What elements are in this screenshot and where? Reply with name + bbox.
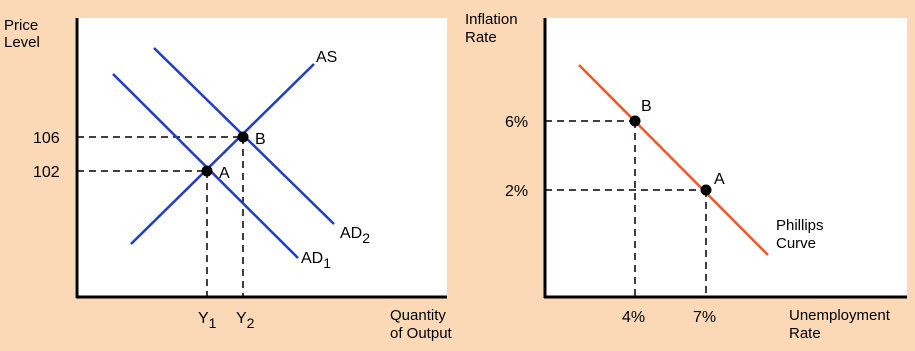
y1-sub: 1 — [209, 315, 217, 331]
left-point-b-label: B — [255, 131, 266, 148]
inflation-tick-2: 2% — [505, 183, 528, 200]
left-point-b-marker — [237, 131, 249, 143]
right-point-a-marker — [700, 184, 712, 196]
output-tick-y1: Y1 — [198, 310, 217, 331]
left-x-label-line2: of Output — [390, 325, 453, 342]
ad1-curve-label: AD1 — [301, 250, 331, 271]
left-x-label-line1: Quantity — [390, 307, 446, 324]
ad1-label-base: AD — [301, 250, 323, 267]
ad2-label-sub: 2 — [362, 230, 370, 246]
as-curve-label: AS — [316, 49, 337, 66]
unemployment-tick-7: 7% — [693, 309, 716, 326]
ad2-label-base: AD — [340, 225, 362, 242]
right-y-label-line1: Inflation — [465, 11, 518, 28]
left-panel: Price Level 106 102 B A AS AD2 AD1 Y1 Y2… — [4, 17, 453, 342]
phillips-curve — [578, 64, 769, 256]
left-panel-background — [75, 18, 447, 298]
y2-sub: 2 — [247, 315, 255, 331]
phillips-label-line1: Phillips — [776, 217, 824, 234]
right-point-b-label: B — [641, 98, 652, 115]
output-tick-y2: Y2 — [236, 310, 255, 331]
left-point-a-label: A — [219, 165, 230, 182]
right-point-b-marker — [629, 115, 641, 127]
right-x-label-line1: Unemployment — [789, 307, 891, 324]
right-x-label-line2: Rate — [789, 325, 821, 342]
left-y-label-line1: Price — [4, 17, 38, 34]
unemployment-tick-4: 4% — [622, 309, 645, 326]
price-tick-102: 102 — [33, 164, 60, 181]
ad1-label-sub: 1 — [323, 255, 331, 271]
ad2-curve-label: AD2 — [340, 225, 370, 246]
y1-base: Y — [198, 310, 209, 327]
y2-base: Y — [236, 310, 247, 327]
left-point-a-marker — [201, 165, 213, 177]
right-panel: Inflation Rate 6% 2% B A Phillips Curve … — [465, 11, 907, 342]
inflation-tick-6: 6% — [505, 114, 528, 131]
price-tick-106: 106 — [33, 130, 60, 147]
phillips-label-line2: Curve — [776, 235, 816, 252]
right-point-a-label: A — [714, 171, 725, 188]
right-panel-background — [545, 18, 907, 298]
right-y-label-line2: Rate — [465, 29, 497, 46]
as-curve — [130, 63, 315, 245]
left-y-label-line2: Level — [4, 34, 40, 51]
